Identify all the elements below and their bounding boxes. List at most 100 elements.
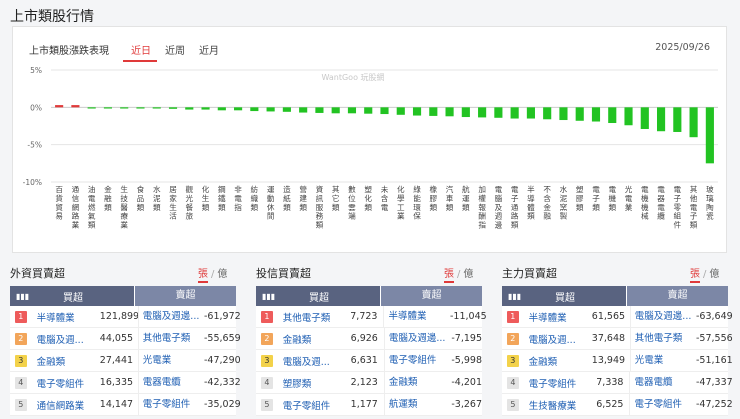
table-row: 4 電子零組件 7,338 電器電纜 -47,337 <box>502 371 733 394</box>
active-tab-indicator <box>123 60 157 62</box>
unit-yi-tab[interactable]: 億 <box>217 269 228 280</box>
x-tick-label: 資訊服務類 <box>316 184 324 230</box>
x-tick-label: 未含電 <box>381 184 389 212</box>
chart-watermark: WantGoo 玩股網 <box>321 72 384 82</box>
unit-zhang-tab[interactable]: 張 <box>690 269 700 283</box>
sell-sector-link[interactable]: 電腦及週邊... <box>137 305 204 328</box>
sell-sector-link[interactable]: 電器電纜 <box>137 371 204 394</box>
x-tick-label: 綠能環保 <box>413 184 421 221</box>
x-tick-label: 半導體類 <box>527 184 535 221</box>
chart-bar <box>347 107 357 114</box>
buy-sector-link[interactable]: 電腦及週... <box>282 356 330 368</box>
x-tick-label: 生技醫療業 <box>120 184 128 230</box>
unit-zhang-tab[interactable]: 張 <box>198 269 208 283</box>
y-tick-label: -10% <box>23 178 42 187</box>
x-tick-label: 化生類 <box>202 184 210 212</box>
buy-sector-link[interactable]: 電子零組件 <box>528 378 577 390</box>
sell-sector-link[interactable]: 電腦及週邊... <box>629 305 696 328</box>
sell-sector-link[interactable]: 其他電子類 <box>137 327 204 350</box>
buy-sector-link[interactable]: 半導體業 <box>36 312 75 324</box>
sell-sector-link[interactable]: 電子零組件 <box>383 349 451 372</box>
sell-value: -57,556 <box>696 333 733 344</box>
buy-value: 6,525 <box>596 399 624 410</box>
buy-header[interactable]: ▮▮▮ 買超 <box>502 286 626 306</box>
unit-yi-tab[interactable]: 億 <box>463 269 474 280</box>
rank-badge: 1 <box>507 310 519 323</box>
chart-bar <box>461 107 470 118</box>
chart-bar <box>103 107 113 109</box>
buy-sector-link[interactable]: 電子零組件 <box>36 378 85 390</box>
tab-month[interactable]: 近月 <box>199 46 219 57</box>
rank-badge: 3 <box>507 354 519 367</box>
table-row: 5 通信網路業 14,147 電子零組件 -35,029 <box>10 393 241 416</box>
unit-zhang-tab[interactable]: 張 <box>444 269 454 283</box>
x-tick-label: 化學工業 <box>397 184 405 221</box>
buy-header[interactable]: ▮▮▮ 買超 <box>10 286 134 306</box>
buy-sector-link[interactable]: 其他電子類 <box>282 312 331 324</box>
sell-sector-link[interactable]: 電子零組件 <box>629 393 696 416</box>
sell-sector-link[interactable]: 電器電纜 <box>629 371 696 394</box>
buy-sector-link[interactable]: 金融類 <box>282 334 312 346</box>
sell-sector-link[interactable]: 航運類 <box>383 393 451 416</box>
y-tick-label: -5% <box>27 141 42 150</box>
bar-chart-icon: ▮▮▮ <box>16 291 30 301</box>
rank-badge: 2 <box>261 332 273 345</box>
rank-badge: 1 <box>15 310 27 323</box>
sell-sector-link[interactable]: 電子零組件 <box>137 393 204 416</box>
chart-bar <box>591 107 601 122</box>
sell-value: -35,029 <box>204 399 241 410</box>
sell-header[interactable]: 賣超 <box>626 286 728 306</box>
buy-sector-link[interactable]: 電子零組件 <box>282 400 331 412</box>
buy-header-label: 買超 <box>63 292 83 304</box>
x-tick-label: 通信網路業 <box>72 184 80 230</box>
chart-bar <box>494 107 503 118</box>
buy-sector-link[interactable]: 金融類 <box>528 356 558 368</box>
x-tick-label: 光電業 <box>625 184 633 212</box>
x-tick-label: 食品類 <box>137 184 145 212</box>
sell-header[interactable]: 賣超 <box>134 286 236 306</box>
sell-sector-link[interactable]: 光電業 <box>629 349 696 372</box>
table-title: 主力買賣超 <box>502 267 557 280</box>
buy-value: 7,723 <box>350 311 378 322</box>
table-rows: 1 半導體業 121,899 電腦及週邊... -61,972 2 電腦及週... 44,05… <box>10 305 241 416</box>
rank-badge: 4 <box>15 376 27 389</box>
chart-bar <box>136 107 145 109</box>
sell-sector-link[interactable]: 電腦及週邊... <box>383 327 451 350</box>
table-0: 外資買賣超 張 / 億 ▮▮▮ 買超 賣超 1 半導體業 121,899 電腦及週邊... -61,9… <box>10 265 241 416</box>
tab-day[interactable]: 近日 <box>131 46 151 57</box>
sell-sector-link[interactable]: 金融類 <box>383 371 451 394</box>
buy-sector-link[interactable]: 電腦及週... <box>36 334 84 346</box>
buy-sector-link[interactable]: 半導體業 <box>528 312 567 324</box>
chart-bar <box>656 107 666 132</box>
buy-sector-link[interactable]: 電腦及週... <box>528 334 576 346</box>
sell-sector-link[interactable]: 光電業 <box>137 349 204 372</box>
buy-header[interactable]: ▮▮▮ 買超 <box>256 286 380 306</box>
unit-yi-tab[interactable]: 億 <box>709 269 720 280</box>
x-tick-label: 電機機械 <box>641 185 649 221</box>
sell-header[interactable]: 賣超 <box>380 286 482 306</box>
buy-sector-link[interactable]: 塑膠類 <box>282 378 312 390</box>
x-tick-label: 水泥窯製 <box>560 184 568 221</box>
buy-value: 6,926 <box>350 333 378 344</box>
table-row: 4 塑膠類 2,123 金融類 -4,201 <box>256 371 482 394</box>
x-tick-label: 鋼鐵類 <box>218 184 226 212</box>
table-rows: 1 半導體業 61,565 電腦及週邊... -63,649 2 電腦及週... 37,648… <box>502 305 733 416</box>
chart-bar <box>55 105 64 108</box>
table-header: ▮▮▮ 買超 賣超 <box>256 286 482 306</box>
buy-sector-link[interactable]: 金融類 <box>36 356 66 368</box>
x-tick-label: 非電指 <box>234 184 242 212</box>
buy-value: 13,949 <box>591 355 626 366</box>
buy-sector-link[interactable]: 生技醫療業 <box>528 400 577 412</box>
chart-bar <box>201 107 210 110</box>
buy-sector-link[interactable]: 通信網路業 <box>36 400 85 412</box>
chart-bar <box>299 107 308 113</box>
tab-week[interactable]: 近周 <box>165 46 185 57</box>
sell-sector-link[interactable]: 其他電子類 <box>629 327 696 350</box>
chart-bar <box>168 107 178 109</box>
rank-badge: 2 <box>507 332 519 345</box>
unit-separator: / <box>703 269 707 280</box>
sell-sector-link[interactable]: 半導體業 <box>383 305 450 328</box>
rank-badge: 2 <box>15 332 27 345</box>
chart-bar <box>87 107 96 109</box>
